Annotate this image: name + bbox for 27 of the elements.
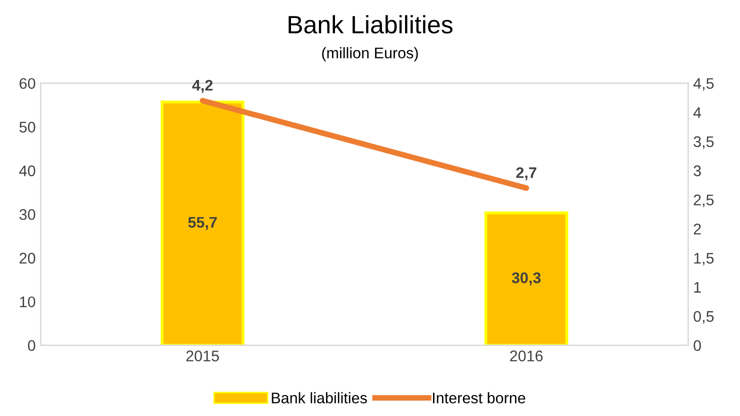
- data-label: 4,2: [192, 80, 213, 93]
- y2-tick-label: 2: [694, 224, 701, 234]
- legend-label: Interest borne: [433, 392, 526, 404]
- y2-tick-label: 1: [694, 282, 701, 293]
- x-tick-label: 2015: [186, 350, 219, 362]
- y2-tick-label: 4,5: [693, 78, 714, 91]
- data-label: 55,7: [188, 217, 217, 230]
- chart-subtitle: (million Euros): [322, 47, 418, 62]
- legend-label: Bank liabilities: [272, 392, 367, 404]
- y-tick-label: 60: [20, 78, 36, 89]
- y-tick-label: 50: [19, 122, 36, 133]
- y-tick-label: 20: [20, 252, 36, 264]
- y2-tick-label: 2,5: [694, 194, 714, 208]
- y2-tick-label: 0,5: [694, 311, 714, 324]
- y-tick-label: 30: [19, 209, 36, 220]
- y-tick-label: 10: [20, 296, 36, 308]
- y-tick-label: 0: [28, 340, 36, 351]
- y2-tick-label: 3,5: [694, 136, 714, 149]
- y2-tick-label: 0: [694, 340, 701, 351]
- y-tick-label: 40: [19, 165, 36, 176]
- x-tick-label: 2016: [510, 350, 543, 362]
- chart-title: Bank Liabilities: [288, 15, 452, 34]
- y2-tick-label: 3: [694, 165, 701, 176]
- y2-tick-label: 4: [693, 107, 702, 118]
- data-label: 30,3: [512, 272, 541, 286]
- y2-tick-label: 1,5: [694, 252, 714, 266]
- data-label: 2,7: [516, 167, 536, 180]
